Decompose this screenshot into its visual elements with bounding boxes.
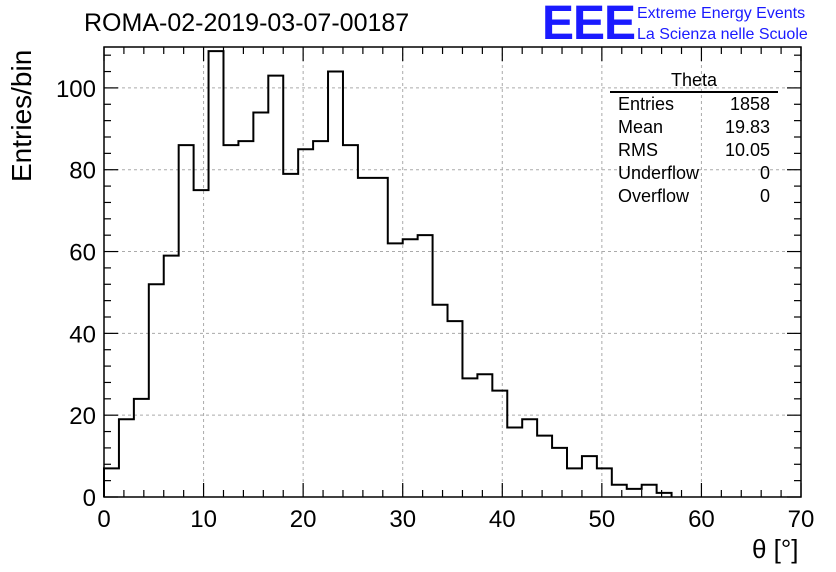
histogram-bin [462, 378, 477, 497]
chart-title: ROMA-02-2019-03-07-00187 [84, 9, 410, 37]
y-tick-label: 100 [56, 76, 96, 103]
x-tick-label: 50 [589, 506, 616, 533]
stats-label: Overflow [618, 186, 690, 206]
histogram-bin [179, 145, 194, 497]
histogram-bin [223, 145, 238, 497]
stats-value: 1858 [729, 94, 770, 114]
histogram-bin [448, 321, 463, 497]
stats-value: 10.05 [724, 140, 770, 160]
stats-label: Entries [618, 94, 675, 114]
histogram-bin [358, 178, 373, 497]
y-tick-label: 20 [69, 403, 96, 430]
histogram-bin [119, 419, 134, 497]
histogram-bin [433, 305, 448, 497]
stats-row: Mean 19.83 [610, 116, 778, 139]
histogram-bin [238, 141, 253, 497]
histogram-bin [373, 178, 388, 497]
histogram-bin [642, 485, 657, 497]
y-tick-label: 80 [69, 158, 96, 185]
x-tick-label: 30 [389, 506, 416, 533]
histogram-bin [104, 468, 119, 497]
stats-box: Theta Entries 1858 Mean 19.83 RMS 10.05 Underf… [610, 70, 778, 208]
y-tick-label: 60 [69, 240, 96, 267]
histogram-bin [627, 489, 642, 497]
logo-caption: Extreme Energy Events La Scienza nelle S… [637, 3, 808, 45]
stats-row: Underflow 0 [610, 162, 778, 185]
histogram-bin [313, 141, 328, 497]
histogram-bin [134, 399, 149, 497]
stats-label: RMS [618, 140, 658, 160]
histogram-bin [328, 72, 343, 497]
histogram-bin [194, 190, 209, 497]
x-tick-label: 60 [688, 506, 715, 533]
y-axis-label: Entries/bin [6, 49, 37, 182]
histogram-bin [403, 239, 418, 497]
axes-frame [103, 46, 802, 498]
histogram-bin [268, 76, 283, 497]
x-axis-label: θ [°] [752, 534, 799, 564]
histogram-bin [209, 51, 224, 497]
stats-row: RMS 10.05 [610, 139, 778, 162]
eee-logo: EEE [542, 0, 636, 50]
histogram-bin [492, 391, 507, 497]
x-tick-label: 20 [290, 506, 317, 533]
stats-row: Overflow 0 [610, 185, 778, 208]
histogram-bin [149, 284, 164, 497]
histogram-bin [507, 427, 522, 497]
stats-row: Entries 1858 [610, 93, 778, 116]
stats-title: Theta [610, 70, 778, 93]
histogram-bin [164, 256, 179, 497]
y-tick-label: 0 [83, 485, 96, 512]
logo-line2: La Scienza nelle Scuole [637, 26, 808, 43]
histogram-bin [567, 468, 582, 497]
stats-value: 19.83 [724, 117, 770, 137]
x-tick-label: 40 [489, 506, 516, 533]
logo-line1: Extreme Energy Events [637, 5, 806, 22]
y-tick-label: 40 [69, 321, 96, 348]
histogram-bin [537, 436, 552, 497]
stats-label: Mean [618, 117, 664, 137]
histogram-bin [612, 485, 627, 497]
plot-area [104, 47, 801, 497]
x-tick-label: 10 [190, 506, 217, 533]
x-tick-label: 70 [788, 506, 815, 533]
histogram-bin [418, 235, 433, 497]
histogram-bin [388, 243, 403, 497]
stats-label: Underflow [618, 163, 700, 183]
stats-value: 0 [759, 163, 770, 183]
histogram-bin [283, 174, 298, 497]
histogram-bin [522, 419, 537, 497]
histogram-bin [597, 468, 612, 497]
x-tick-label: 0 [97, 506, 110, 533]
histogram-bin [298, 149, 313, 497]
histogram-series [103, 50, 673, 497]
histogram-bin [552, 448, 567, 497]
histogram-bin [582, 456, 597, 497]
stats-value: 0 [759, 186, 770, 206]
histogram-bin [343, 145, 358, 497]
histogram-bin [253, 112, 268, 497]
histogram-bin [477, 374, 492, 497]
